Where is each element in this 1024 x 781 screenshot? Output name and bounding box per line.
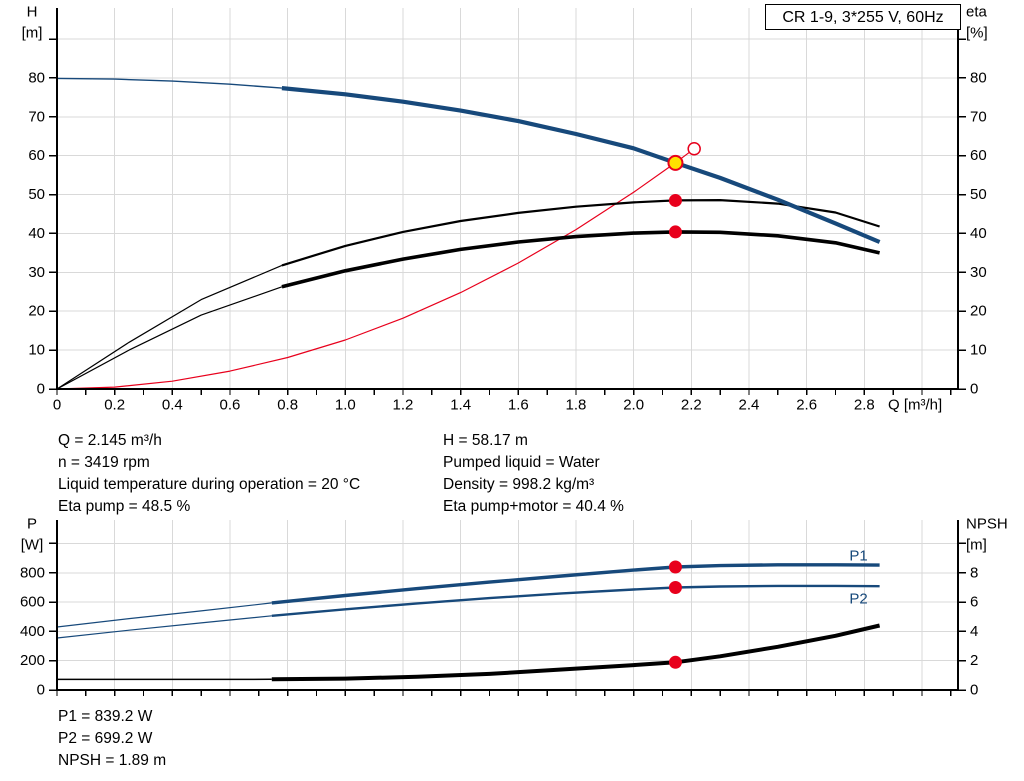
series-label-P1: P1 (849, 547, 867, 564)
info-line-p2: P2 = 699.2 W (58, 730, 153, 747)
x-tick-label: 1.4 (450, 396, 471, 413)
series-p2 (56, 615, 272, 639)
right-tick-label: 60 (970, 147, 987, 164)
x-tick-label: 2.4 (739, 396, 760, 413)
right-tick-label: 30 (970, 264, 987, 281)
right-tick-label: 0 (970, 381, 978, 398)
left-tick-label: 0 (37, 682, 45, 699)
left-axis-title: [m] (22, 25, 43, 42)
x-tick-label: 2.2 (681, 396, 702, 413)
marker-dot (668, 655, 682, 669)
pump-model-label: CR 1-9, 3*255 V, 60Hz (782, 9, 944, 26)
series-label-P2: P2 (849, 591, 867, 608)
info-line-p1: P1 = 839.2 W (58, 708, 153, 725)
left-tick-label: 20 (28, 303, 45, 320)
series-pump-head (56, 77, 282, 89)
marker-open (687, 141, 701, 156)
left-tick-label: 80 (28, 69, 45, 86)
x-axis-title: Q [m³/h] (888, 396, 942, 413)
right-tick-label: 10 (970, 342, 987, 359)
info-line-npsh: NPSH = 1.89 m (58, 752, 167, 769)
left-tick-label: 40 (28, 225, 45, 242)
left-tick-label: 600 (20, 594, 45, 611)
x-tick-label: 1.2 (393, 396, 414, 413)
x-tick-label: 0.4 (162, 396, 183, 413)
info-line-flow: Q = 2.145 m³/h (58, 432, 162, 449)
x-tick-label: 0.8 (277, 396, 298, 413)
left-tick-label: 50 (28, 186, 45, 203)
left-tick-label: 400 (20, 623, 45, 640)
info-line-eta-pump: Eta pump = 48.5 % (58, 498, 191, 515)
info-line-density: Density = 998.2 kg/m³ (443, 476, 595, 493)
power-npsh-info: P1 = 839.2 W P2 = 699.2 W NPSH = 1.89 m (58, 706, 166, 772)
right-tick-label: 2 (970, 652, 978, 669)
info-line-speed: n = 3419 rpm (58, 454, 150, 471)
right-tick-label: 80 (970, 69, 987, 86)
left-tick-label: 60 (28, 147, 45, 164)
left-axis-title: [W] (21, 537, 44, 554)
marker-dot (668, 193, 682, 207)
right-tick-label: 40 (970, 225, 987, 242)
left-tick-label: 70 (28, 108, 45, 125)
left-tick-label: 200 (20, 652, 45, 669)
right-tick-label: 0 (970, 682, 978, 699)
series-p1 (271, 563, 880, 605)
series-eta-pump (56, 264, 283, 390)
right-axis-title: [%] (966, 25, 988, 42)
info-line-liquid: Pumped liquid = Water (443, 454, 600, 471)
x-tick-label: 2.0 (623, 396, 644, 413)
series-pump-head (281, 86, 881, 244)
pump-model-box: CR 1-9, 3*255 V, 60Hz (765, 4, 961, 30)
left-axis-title: H (27, 4, 38, 21)
series-eta-pump-motor (281, 230, 881, 289)
right-axis-title: NPSH (966, 516, 1008, 533)
right-axis-title: eta (966, 4, 988, 21)
duty-info-left: Q = 2.145 m³/h n = 3419 rpm Liquid tempe… (58, 430, 360, 518)
series-p2 (271, 584, 880, 617)
info-line-temperature: Liquid temperature during operation = 20… (58, 476, 361, 493)
series-eta-pump (281, 199, 880, 267)
left-tick-label: 800 (20, 564, 45, 581)
x-tick-label: 0 (53, 396, 61, 413)
right-tick-label: 4 (970, 623, 978, 640)
left-tick-label: 0 (37, 381, 45, 398)
right-tick-label: 6 (970, 594, 978, 611)
right-tick-label: 8 (970, 564, 978, 581)
x-tick-label: 2.8 (854, 396, 875, 413)
x-tick-label: 1.6 (508, 396, 529, 413)
marker-dot (668, 225, 682, 239)
right-tick-label: 20 (970, 303, 987, 320)
info-line-eta-pump-motor: Eta pump+motor = 40.4 % (443, 498, 624, 515)
series-system-curve (56, 148, 695, 390)
x-tick-label: 1.8 (566, 396, 587, 413)
series-p1 (56, 602, 272, 628)
duty-info-right: H = 58.17 m Pumped liquid = Water Densit… (443, 430, 624, 518)
x-tick-label: 0.6 (220, 396, 241, 413)
info-line-head: H = 58.17 m (443, 432, 528, 449)
series-npsh (271, 623, 881, 682)
x-tick-label: 0.2 (104, 396, 125, 413)
right-axis-title: [m] (966, 537, 987, 554)
right-tick-label: 50 (970, 186, 987, 203)
marker-duty (667, 154, 684, 171)
left-tick-label: 10 (28, 342, 45, 359)
series-eta-pump-motor (56, 286, 283, 390)
x-tick-label: 1.0 (335, 396, 356, 413)
marker-dot (668, 560, 682, 574)
x-tick-label: 2.6 (796, 396, 817, 413)
right-tick-label: 70 (970, 108, 987, 125)
marker-dot (668, 581, 682, 595)
left-tick-label: 30 (28, 264, 45, 281)
left-axis-title: P (27, 516, 37, 533)
